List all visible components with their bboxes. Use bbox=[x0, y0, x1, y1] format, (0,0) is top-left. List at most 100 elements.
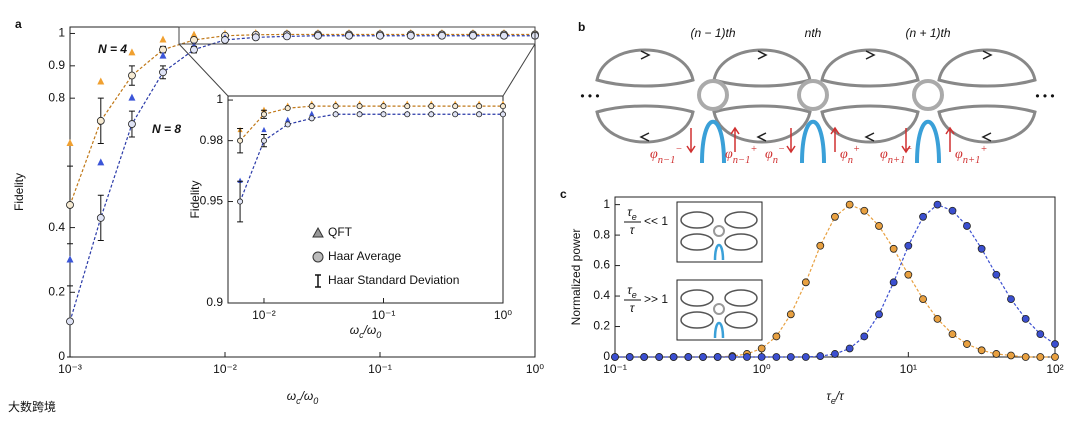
subscript: n−1 bbox=[733, 155, 751, 166]
triangle-marker bbox=[128, 48, 136, 56]
schematic-loop bbox=[680, 233, 714, 251]
circle-marker bbox=[1007, 295, 1015, 303]
subscript: n bbox=[848, 155, 853, 166]
circle-marker bbox=[948, 206, 957, 215]
legend-symbol bbox=[312, 251, 324, 263]
y-tick-label: 0.8 bbox=[593, 227, 610, 241]
y-tick-label: 0 bbox=[58, 349, 65, 363]
circle-marker bbox=[889, 278, 898, 287]
ellipsis: • • • bbox=[1035, 89, 1054, 103]
y-tick-label: 0.95 bbox=[200, 194, 224, 208]
circle-marker bbox=[743, 353, 751, 361]
subscript: c bbox=[296, 396, 301, 406]
circle-marker bbox=[786, 310, 795, 319]
legend-symbol bbox=[315, 274, 321, 288]
circle-marker bbox=[190, 45, 198, 54]
circle-marker bbox=[284, 105, 291, 112]
x-tick-label: 10⁰ bbox=[753, 362, 771, 376]
top-loop bbox=[712, 48, 812, 88]
y-axis-label: Normalized power bbox=[569, 229, 583, 326]
y-tick-label: 0.9 bbox=[48, 58, 65, 72]
circle-marker bbox=[816, 241, 825, 250]
zoom-window bbox=[178, 26, 536, 45]
y-tick-label: 1 bbox=[216, 92, 223, 106]
circle-marker bbox=[919, 295, 927, 303]
text-part: τ bbox=[826, 389, 832, 403]
circle-marker bbox=[904, 241, 913, 250]
triangle-marker bbox=[190, 30, 198, 38]
circle-marker bbox=[757, 353, 766, 361]
circle-marker bbox=[1051, 353, 1059, 361]
ring bbox=[697, 79, 729, 111]
phase-label: φn−1− bbox=[650, 144, 682, 166]
circle-marker bbox=[801, 278, 810, 287]
series-annotation: N = 4 bbox=[98, 42, 127, 56]
y-tick-label: 0.2 bbox=[593, 319, 610, 333]
text-part: φ bbox=[880, 147, 888, 162]
coupler bbox=[800, 119, 826, 164]
superscript: + bbox=[853, 144, 860, 155]
circle-marker bbox=[452, 103, 459, 110]
series-line bbox=[239, 105, 503, 142]
ring bbox=[797, 79, 829, 111]
circle-marker bbox=[977, 346, 986, 355]
circle-marker bbox=[1021, 353, 1030, 361]
circle-marker bbox=[66, 317, 74, 326]
circle-marker bbox=[1021, 315, 1030, 323]
cell-label: nth bbox=[805, 26, 822, 40]
circle-marker bbox=[801, 353, 810, 361]
circle-marker bbox=[332, 103, 339, 110]
y-tick-label: 1 bbox=[58, 26, 65, 40]
panel-label: c bbox=[560, 187, 567, 201]
subscript: n+1 bbox=[888, 155, 906, 166]
coupler bbox=[915, 119, 941, 164]
circle-marker bbox=[772, 332, 781, 341]
triangle-marker bbox=[97, 158, 105, 166]
plot-frame bbox=[227, 95, 504, 304]
circle-marker bbox=[875, 310, 883, 319]
circle-marker bbox=[283, 32, 291, 41]
text-part: τ bbox=[627, 205, 633, 219]
circle-marker bbox=[963, 340, 971, 348]
y-tick-label: 0.8 bbox=[48, 90, 65, 104]
x-tick-label: 10² bbox=[1046, 362, 1063, 376]
watermark: 大数跨境 bbox=[8, 399, 56, 414]
schematic-box bbox=[676, 201, 763, 263]
zoom-guide bbox=[178, 43, 536, 97]
triangle-marker bbox=[309, 110, 315, 116]
phase-label: φn− bbox=[765, 144, 785, 166]
subscript: e bbox=[632, 290, 637, 300]
circle-marker bbox=[284, 121, 291, 128]
schematic-loop bbox=[724, 289, 758, 307]
circle-marker bbox=[406, 31, 415, 40]
text-part: φ bbox=[725, 147, 733, 162]
bottom-loop bbox=[820, 104, 920, 144]
schematic-ring bbox=[713, 303, 725, 315]
circle-marker bbox=[772, 353, 781, 361]
y-axis-label: Fidelity bbox=[188, 180, 202, 218]
circle-marker bbox=[404, 111, 411, 118]
circle-marker bbox=[380, 103, 387, 110]
loop-arrow bbox=[981, 50, 993, 142]
ring bbox=[912, 79, 944, 111]
y-axis-label: Fidelity bbox=[12, 173, 26, 211]
circle-marker bbox=[66, 201, 74, 209]
triangle-marker bbox=[261, 126, 267, 133]
loop-arrow bbox=[756, 50, 768, 142]
series-line bbox=[239, 113, 503, 202]
case-numerator: τe bbox=[627, 205, 637, 222]
circle-marker bbox=[992, 270, 1001, 279]
circle-marker bbox=[428, 103, 435, 110]
circle-marker bbox=[1036, 353, 1045, 361]
circle-marker bbox=[640, 353, 649, 361]
cell-label: (n − 1)th bbox=[690, 26, 735, 40]
circle-marker bbox=[476, 103, 483, 110]
circle-marker bbox=[476, 111, 483, 118]
subscript: n−1 bbox=[658, 155, 676, 166]
case-relation: >> 1 bbox=[644, 292, 668, 306]
superscript: − bbox=[675, 144, 682, 155]
schematic-arc bbox=[713, 321, 725, 339]
schematic-box bbox=[676, 279, 763, 341]
circle-marker bbox=[831, 350, 839, 358]
phase-label: φn+ bbox=[840, 144, 860, 166]
